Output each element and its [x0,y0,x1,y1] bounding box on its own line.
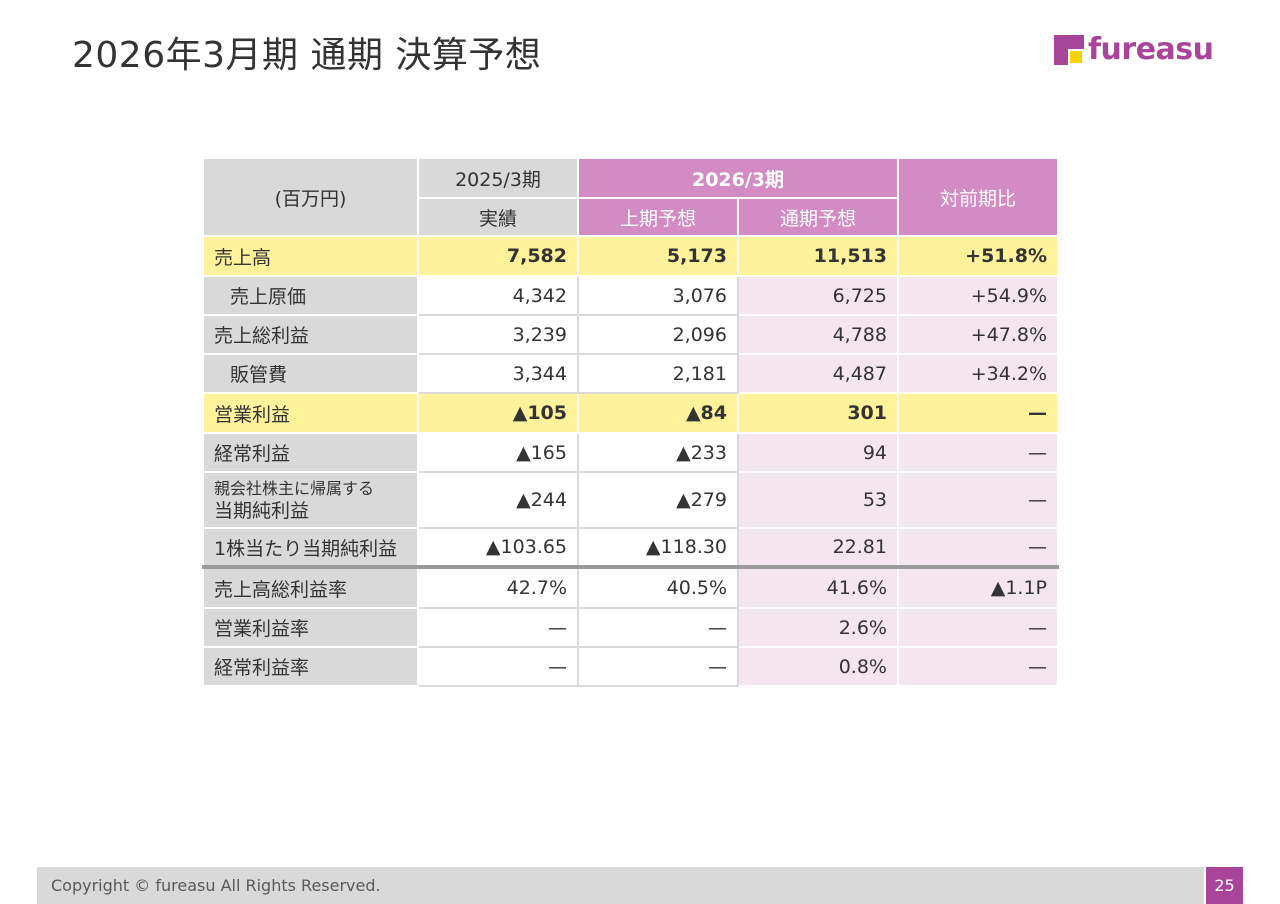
cell-value: 41.6% [737,565,899,609]
header-actual: 実績 [417,197,579,237]
cell-value: — [897,392,1059,434]
row-label: 経常利益 [202,432,419,473]
cell-value: — [417,607,579,648]
cell-value: 40.5% [577,565,739,609]
cell-value: — [897,527,1059,568]
cell-value: 94 [737,432,899,473]
cell-value: ▲118.30 [577,527,739,568]
table-row: 経常利益 ▲165 ▲233 94 — [202,432,1059,473]
cell-value: — [897,646,1059,687]
table-row: 販管費 3,344 2,181 4,487 +34.2% [202,353,1059,394]
cell-value: 4,342 [417,275,579,316]
row-label: 営業利益率 [202,607,419,648]
table-row: 営業利益率 — — 2.6% — [202,607,1059,648]
cell-value: +47.8% [897,314,1059,355]
cell-value: — [897,471,1059,529]
table-row: 売上原価 4,342 3,076 6,725 +54.9% [202,275,1059,316]
page-title: 2026年3月期 通期 決算予想 [72,35,542,76]
page-number: 25 [1206,867,1243,904]
cell-value: — [897,607,1059,648]
cell-value: ▲84 [577,392,739,434]
cell-value: ▲1.1P [897,565,1059,609]
cell-value: 11,513 [737,235,899,277]
row-label-line1: 親会社株主に帰属する [214,478,375,498]
row-label: 販管費 [202,353,419,394]
row-label: 売上高総利益率 [202,565,419,609]
table-row: 1株当たり当期純利益 ▲103.65 ▲118.30 22.81 — [202,527,1059,568]
footer-bar: Copyright © fureasu All Rights Reserved. [37,867,1204,904]
row-label: 売上総利益 [202,314,419,355]
header-fy2026: 2026/3期 [577,157,899,199]
header-h1-forecast: 上期予想 [577,197,739,237]
cell-value: — [417,646,579,687]
cell-value: 7,582 [417,235,579,277]
cell-value: 3,076 [577,275,739,316]
table-row: 営業利益 ▲105 ▲84 301 — [202,392,1059,434]
table-row: 売上高総利益率 42.7% 40.5% 41.6% ▲1.1P [202,565,1059,609]
logo-text: fureasu [1088,32,1214,67]
cell-value: 4,788 [737,314,899,355]
row-label: 1株当たり当期純利益 [202,527,419,568]
header-yoy: 対前期比 [897,157,1059,237]
header-fy2025: 2025/3期 [417,157,579,199]
cell-value: +51.8% [897,235,1059,277]
cell-value: 2,181 [577,353,739,394]
cell-value: 0.8% [737,646,899,687]
row-label-line2: 当期純利益 [214,499,310,522]
table-row: 経常利益率 — — 0.8% — [202,646,1059,687]
cell-value: 301 [737,392,899,434]
unit-label: (百万円) [202,157,419,237]
table-row: 売上総利益 3,239 2,096 4,788 +47.8% [202,314,1059,355]
row-label: 売上原価 [202,275,419,316]
cell-value: ▲103.65 [417,527,579,568]
row-label: 営業利益 [202,392,419,434]
fureasu-logo: fureasu [1054,34,1214,66]
cell-value: — [577,607,739,648]
cell-value: ▲165 [417,432,579,473]
cell-value: ▲279 [577,471,739,529]
row-label: 親会社株主に帰属する 当期純利益 [202,471,419,529]
cell-value: ▲244 [417,471,579,529]
forecast-table: (百万円) 2025/3期 2026/3期 対前期比 実績 上期予想 通期予想 … [202,157,1059,687]
table-row: 親会社株主に帰属する 当期純利益 ▲244 ▲279 53 — [202,471,1059,529]
cell-value: 22.81 [737,527,899,568]
cell-value: ▲233 [577,432,739,473]
cell-value: 2.6% [737,607,899,648]
cell-value: 42.7% [417,565,579,609]
cell-value: 3,239 [417,314,579,355]
cell-value: 3,344 [417,353,579,394]
cell-value: 2,096 [577,314,739,355]
cell-value: +54.9% [897,275,1059,316]
cell-value: 6,725 [737,275,899,316]
cell-value: 4,487 [737,353,899,394]
copyright-text: Copyright © fureasu All Rights Reserved. [51,876,381,895]
cell-value: 5,173 [577,235,739,277]
header-full-forecast: 通期予想 [737,197,899,237]
table-row: 売上高 7,582 5,173 11,513 +51.8% [202,235,1059,277]
cell-value: — [577,646,739,687]
cell-value: +34.2% [897,353,1059,394]
cell-value: 53 [737,471,899,529]
row-label: 売上高 [202,235,419,277]
logo-mark-icon [1054,35,1084,65]
cell-value: — [897,432,1059,473]
cell-value: ▲105 [417,392,579,434]
row-label: 経常利益率 [202,646,419,687]
